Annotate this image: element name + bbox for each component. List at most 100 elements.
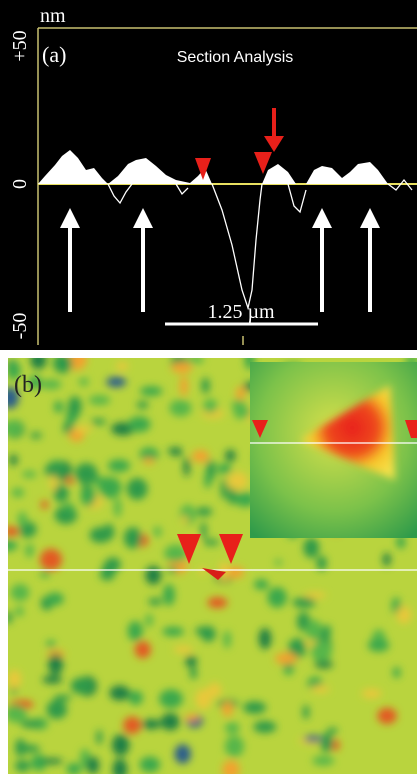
texture-spot [68,396,82,417]
unit-label: nm [40,5,66,27]
page: 1.25 µm (a) Section Analysis nm +50 0 -5… [0,0,417,774]
texture-spot [225,722,239,734]
texture-spot [170,447,182,456]
texture-spot [40,549,62,571]
texture-spot [267,587,287,608]
texture-spot [243,701,266,713]
texture-spot [173,646,193,653]
texture-spot [303,538,319,558]
texture-spot [182,515,188,524]
texture-spot [65,478,75,484]
texture-spot [183,457,189,476]
texture-spot [169,400,191,417]
texture-spot [195,689,211,710]
texture-spot [163,584,175,606]
texture-spot [75,463,98,484]
texture-spot [103,524,114,540]
texture-spot [180,505,196,525]
texture-spot [275,653,297,665]
texture-spot [15,760,30,772]
texture-spot [41,501,48,509]
texture-spot [141,719,160,729]
texture-spot [304,735,323,741]
texture-spot [207,597,227,608]
texture-spot [15,739,25,757]
texture-spot [239,407,252,417]
texture-spot [42,758,63,764]
texture-spot [204,472,211,489]
panel-b: (b) [0,348,417,774]
texture-spot [397,606,412,623]
texture-spot [145,614,153,627]
texture-spot [203,539,219,545]
texture-spot [79,378,89,386]
texture-spot [8,670,21,689]
texture-spot [123,717,141,734]
texture-spot [227,472,248,490]
panel-title: Section Analysis [177,49,294,66]
texture-spot [47,700,68,719]
texture-spot [15,606,23,616]
texture-spot [87,756,100,774]
texture-spot [99,477,122,498]
texture-spot [225,450,235,462]
texture-spot [5,611,13,623]
texture-spot [316,556,326,571]
texture-spot [253,721,276,733]
texture-spot [306,620,322,641]
texture-spot [114,497,121,517]
panel-a: 1.25 µm (a) Section Analysis nm +50 0 -5… [0,0,417,350]
texture-spot [30,432,41,438]
y-tick-label: +50 [9,30,31,61]
texture-spot [327,728,338,734]
texture-spot [225,736,244,758]
texture-spot [128,416,151,432]
texture-spot [140,386,163,396]
texture-spot [20,720,43,729]
texture-spot [116,362,128,370]
texture-spot [292,598,315,608]
texture-spot [254,579,269,589]
texture-spot [46,640,55,647]
panel-label: (a) [42,42,66,67]
texture-spot [217,464,232,475]
texture-spot [159,689,183,708]
texture-spot [48,654,63,675]
texture-spot [9,454,17,465]
scale-bar-label: 1.25 µm [207,301,275,323]
texture-spot [41,379,62,389]
texture-spot [223,631,231,649]
texture-spot [259,628,271,649]
texture-spot [89,395,111,405]
texture-spot [53,353,72,373]
texture-spot [190,667,197,679]
texture-spot [137,401,149,409]
texture-spot [148,598,162,605]
texture-spot [222,701,233,716]
texture-spot [274,559,282,565]
texture-spot [12,488,24,497]
texture-spot [22,471,37,478]
texture-spot [196,507,212,516]
texture-spot [71,678,94,695]
texture-spot [187,356,204,364]
texture-spot [368,639,390,652]
texture-spot [200,521,206,539]
texture-spot [129,691,143,705]
texture-spot [42,676,62,684]
texture-spot [54,401,63,413]
texture-spot [46,592,64,605]
texture-spot [18,512,27,529]
texture-spot [362,689,382,699]
texture-spot [203,399,217,413]
texture-spot [153,526,161,536]
texture-spot [192,450,209,462]
texture-spot [50,475,57,491]
texture-spot [140,757,161,773]
texture-spot [109,686,130,701]
texture-spot [145,566,161,585]
texture-spot [1,421,22,437]
y-tick-label: 0 [9,179,31,189]
texture-spot [311,685,329,693]
texture-spot [180,376,188,397]
